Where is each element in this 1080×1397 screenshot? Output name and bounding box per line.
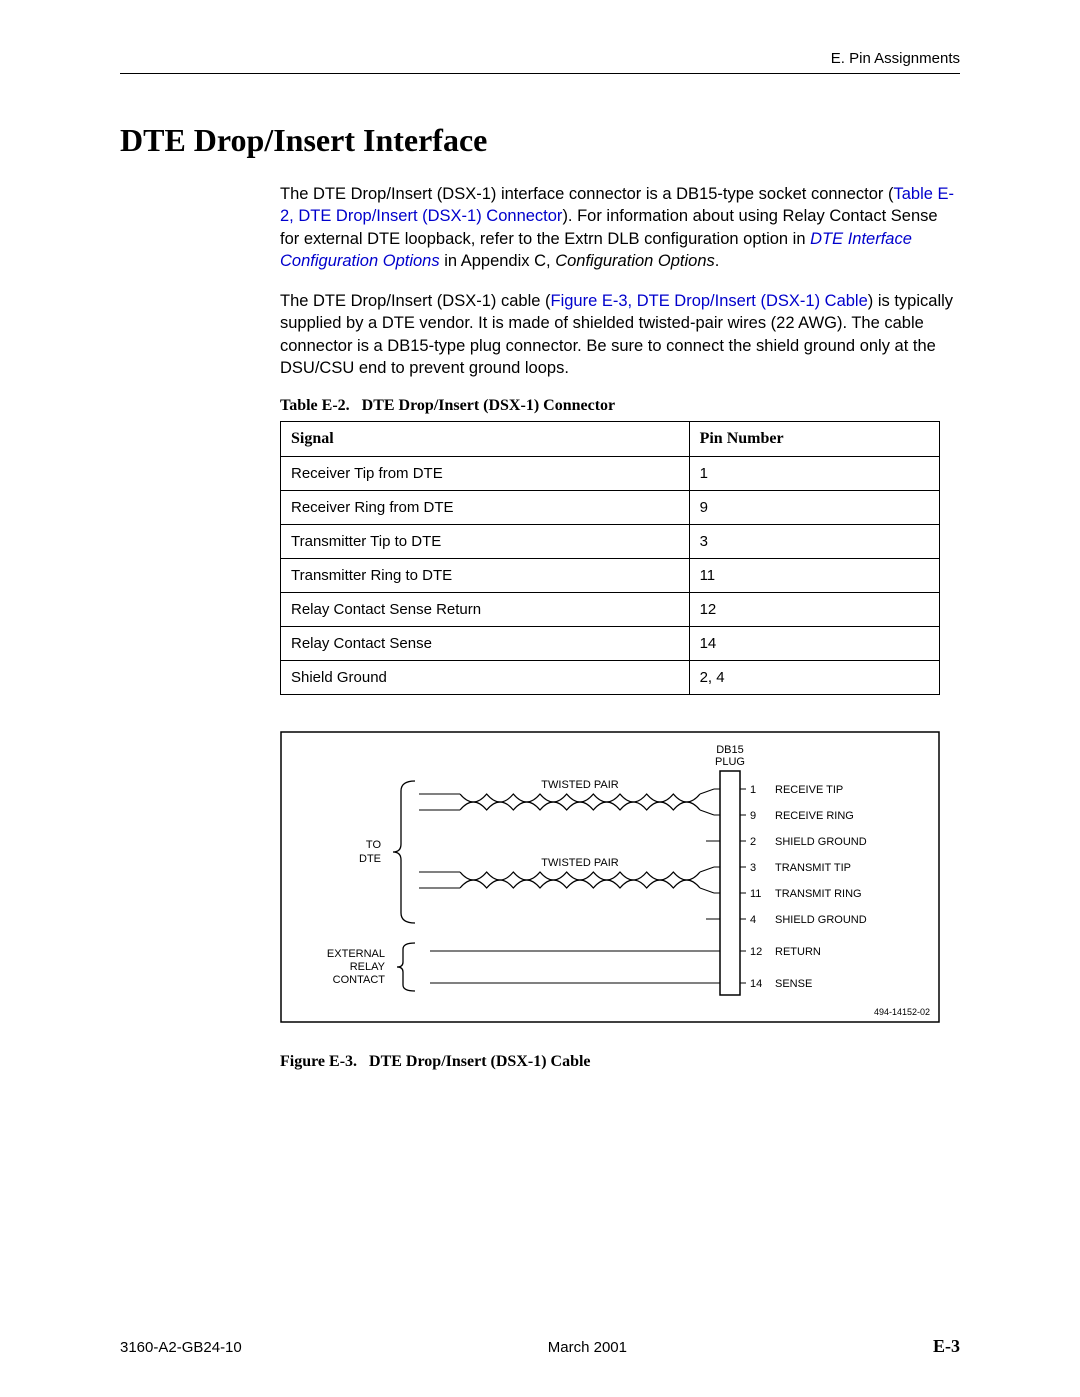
svg-text:TWISTED PAIR: TWISTED PAIR — [541, 779, 618, 791]
svg-text:11: 11 — [750, 888, 761, 900]
table-row: Transmitter Tip to DTE3 — [281, 525, 940, 559]
pin-assignment-table: Signal Pin Number Receiver Tip from DTE1… — [280, 421, 940, 695]
svg-text:3: 3 — [750, 862, 756, 874]
italic-appendix: Configuration Options — [555, 252, 715, 270]
svg-text:2: 2 — [750, 836, 756, 848]
svg-text:9: 9 — [750, 810, 756, 822]
footer-doc-id: 3160-A2-GB24-10 — [120, 1339, 242, 1356]
svg-text:1: 1 — [750, 784, 756, 796]
svg-text:TRANSMIT RING: TRANSMIT RING — [775, 888, 862, 900]
table-header-row: Signal Pin Number — [281, 422, 940, 457]
svg-text:494-14152-02: 494-14152-02 — [874, 1007, 930, 1017]
table-row: Receiver Tip from DTE1 — [281, 457, 940, 491]
link-figure-ref[interactable]: Figure E-3, DTE Drop/Insert (DSX-1) Cabl… — [551, 292, 868, 310]
page-footer: 3160-A2-GB24-10 March 2001 E-3 — [120, 1336, 960, 1357]
table-cell: Transmitter Tip to DTE — [281, 525, 690, 559]
table-cell: 1 — [689, 457, 939, 491]
svg-text:12: 12 — [750, 946, 762, 958]
paragraph-2: The DTE Drop/Insert (DSX-1) cable (Figur… — [280, 290, 960, 379]
col-signal: Signal — [281, 422, 690, 457]
col-pin-number: Pin Number — [689, 422, 939, 457]
table-cell: 2, 4 — [689, 661, 939, 695]
table-row: Receiver Ring from DTE9 — [281, 491, 940, 525]
svg-text:TWISTED PAIR: TWISTED PAIR — [541, 857, 618, 869]
paragraph-1: The DTE Drop/Insert (DSX-1) interface co… — [280, 183, 960, 272]
svg-text:PLUG: PLUG — [715, 756, 745, 768]
svg-text:RELAY: RELAY — [350, 961, 386, 973]
table-caption: Table E-2. DTE Drop/Insert (DSX-1) Conne… — [280, 397, 960, 415]
table-cell: Receiver Tip from DTE — [281, 457, 690, 491]
svg-text:EXTERNAL: EXTERNAL — [327, 948, 385, 960]
table-row: Relay Contact Sense14 — [281, 627, 940, 661]
svg-text:14: 14 — [750, 978, 762, 990]
svg-text:SHIELD GROUND: SHIELD GROUND — [775, 914, 867, 926]
header-section-label: E. Pin Assignments — [120, 50, 960, 67]
footer-page-number: E-3 — [933, 1336, 960, 1357]
svg-text:DTE: DTE — [359, 853, 381, 865]
svg-text:TRANSMIT TIP: TRANSMIT TIP — [775, 862, 851, 874]
svg-text:TO: TO — [366, 839, 382, 851]
svg-text:SHIELD GROUND: SHIELD GROUND — [775, 836, 867, 848]
header-rule — [120, 73, 960, 74]
table-cell: 11 — [689, 559, 939, 593]
svg-text:DB15: DB15 — [716, 744, 744, 756]
table-cell: 12 — [689, 593, 939, 627]
body-text-block: The DTE Drop/Insert (DSX-1) interface co… — [280, 183, 960, 379]
table-cell: Relay Contact Sense Return — [281, 593, 690, 627]
table-cell: Relay Contact Sense — [281, 627, 690, 661]
table-cell: 14 — [689, 627, 939, 661]
table-row: Relay Contact Sense Return12 — [281, 593, 940, 627]
cable-diagram: DB15PLUG 1 RECEIVE TIP 9 RECEIVE RING 2 SHIELD… — [280, 731, 940, 1041]
table-row: Shield Ground2, 4 — [281, 661, 940, 695]
table-cell: Receiver Ring from DTE — [281, 491, 690, 525]
svg-text:RECEIVE RING: RECEIVE RING — [775, 810, 854, 822]
svg-text:RETURN: RETURN — [775, 946, 821, 958]
figure-caption: Figure E-3. DTE Drop/Insert (DSX-1) Cabl… — [280, 1053, 960, 1071]
footer-date: March 2001 — [548, 1339, 627, 1356]
table-row: Transmitter Ring to DTE11 — [281, 559, 940, 593]
page-title: DTE Drop/Insert Interface — [120, 122, 960, 159]
svg-text:CONTACT: CONTACT — [333, 974, 386, 986]
table-cell: 9 — [689, 491, 939, 525]
svg-text:SENSE: SENSE — [775, 978, 812, 990]
table-cell: Shield Ground — [281, 661, 690, 695]
svg-text:4: 4 — [750, 914, 756, 926]
table-cell: Transmitter Ring to DTE — [281, 559, 690, 593]
svg-text:RECEIVE TIP: RECEIVE TIP — [775, 784, 843, 796]
table-cell: 3 — [689, 525, 939, 559]
